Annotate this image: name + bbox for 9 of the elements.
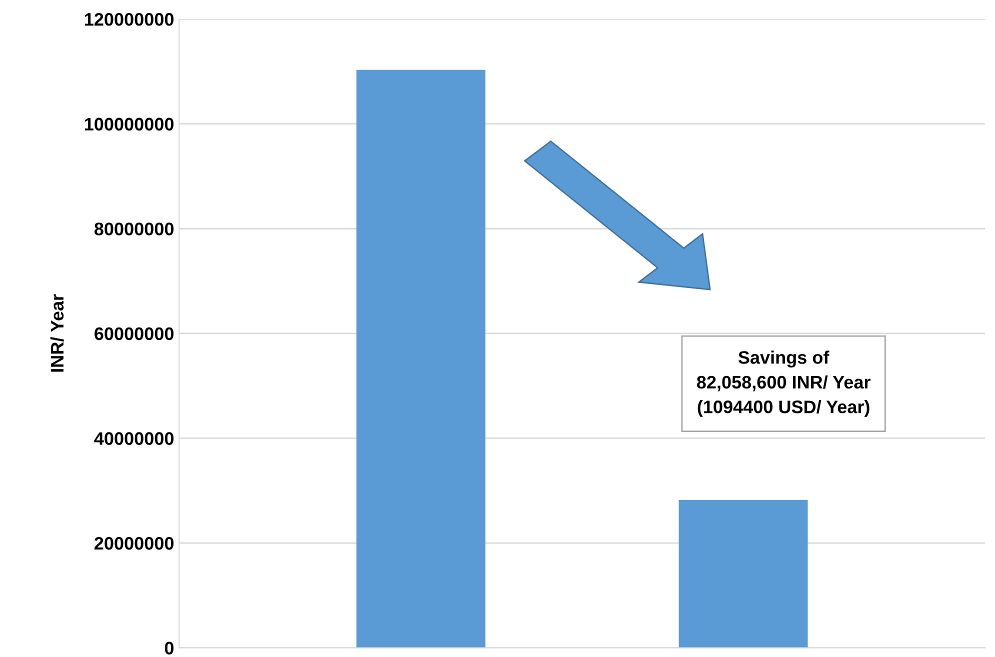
y-tick-label: 120000000 — [85, 12, 174, 26]
y-tick-label: 100000000 — [85, 118, 174, 131]
annotation: Savings of 82,058,600 INR/ Year (1094400 USD/ Year) — [696, 350, 870, 417]
y-tick-label: 0 — [164, 642, 174, 655]
y-tick-label: 20000000 — [94, 536, 174, 550]
y-tick-label: 80000000 — [94, 222, 174, 236]
y-tick-label: 60000000 — [94, 327, 174, 340]
y-axis-title: INR/ Year — [50, 294, 64, 372]
y-tick-label: 40000000 — [94, 432, 174, 445]
